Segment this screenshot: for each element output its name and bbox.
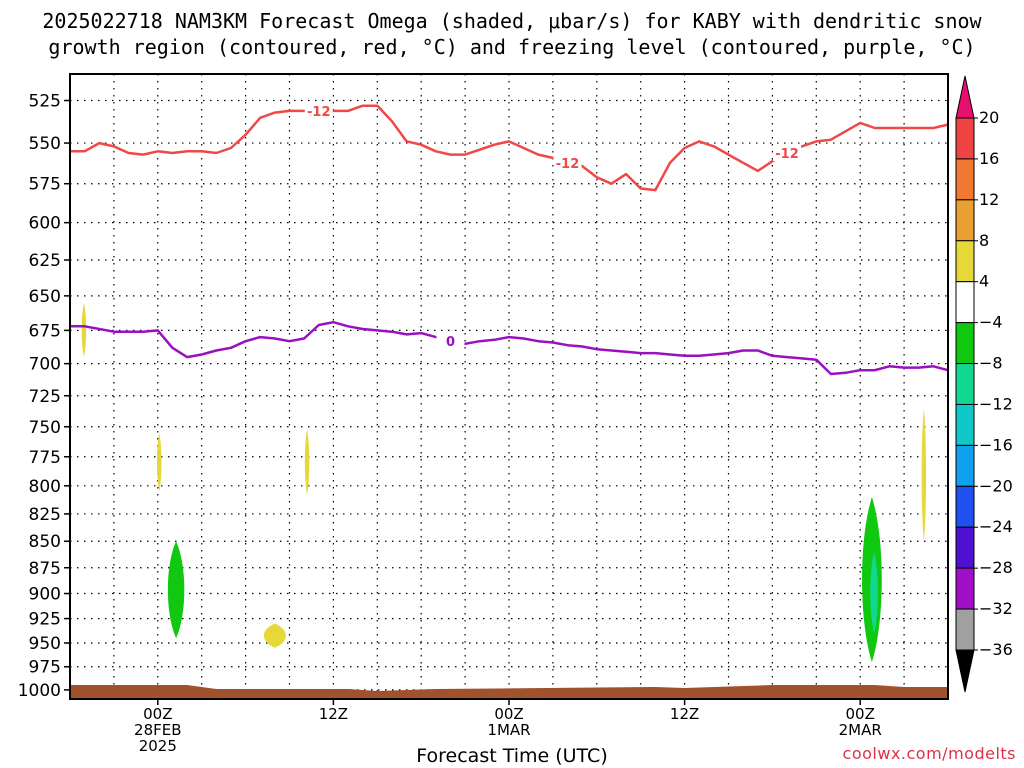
omega-region — [870, 551, 878, 634]
y-axis-ticks: 525 550 575 600 625 650 675 700 725 750 775 800 825 8… — [18, 92, 70, 701]
colorbar-tick-label: 12 — [979, 190, 999, 209]
contour-lines: -12 -12 -12 0 — [70, 102, 949, 376]
colorbar-segment — [955, 485, 975, 528]
colorbar-tick-label: 4 — [979, 272, 989, 291]
omega-region — [304, 429, 310, 495]
y-tick-label: 725 — [29, 387, 61, 407]
x-tick-label: 2MAR — [839, 721, 882, 739]
y-tick-label: 600 — [29, 214, 61, 234]
colorbar-segment — [955, 403, 975, 446]
colorbar-tick-label: 20 — [979, 108, 999, 127]
y-tick-label: 750 — [29, 418, 61, 438]
contour-label-background — [304, 102, 333, 119]
colorbar-segment — [955, 158, 975, 201]
y-tick-label: 625 — [29, 251, 61, 271]
watermark-link[interactable]: coolwx.com/modelts — [842, 744, 1016, 763]
y-tick-label: 800 — [29, 477, 61, 497]
colorbar-tick-label: −36 — [979, 640, 1013, 659]
colorbar-bottom-arrow — [955, 649, 975, 693]
x-tick-label: 2025 — [139, 737, 177, 755]
terrain-layer — [70, 685, 948, 699]
terrain-surface — [70, 685, 948, 699]
y-tick-label: 575 — [29, 175, 61, 195]
y-tick-label: 775 — [29, 448, 61, 468]
colorbar-segment — [955, 567, 975, 610]
colorbar-segment — [955, 117, 975, 160]
colorbar-tick-label: −32 — [979, 599, 1013, 618]
y-tick-label: 875 — [29, 559, 61, 579]
colorbar-tick-label: 8 — [979, 231, 989, 250]
colorbar-tick-label: −20 — [979, 476, 1013, 495]
colorbar-tick-label: −12 — [979, 394, 1013, 413]
colorbar-tick-label: −24 — [979, 517, 1013, 536]
y-tick-label: 525 — [29, 92, 61, 112]
x-tick-label: 28FEB — [134, 721, 181, 739]
colorbar-top-arrow — [955, 75, 975, 119]
y-tick-label: 675 — [29, 321, 61, 341]
omega-region — [167, 541, 185, 639]
contour-label-background — [773, 144, 802, 161]
y-tick-label: 900 — [29, 585, 61, 605]
colorbar-segment — [955, 363, 975, 405]
contour-label-background — [436, 333, 465, 350]
omega-shading — [81, 302, 927, 663]
x-tick-label: 00Z — [846, 705, 875, 723]
colorbar-tick-label: 16 — [979, 149, 999, 168]
y-tick-label: 550 — [29, 134, 61, 154]
contour-label: -12 — [556, 157, 580, 172]
y-tick-label: 825 — [29, 505, 61, 525]
chart-title-line-1: 2025022718 NAM3KM Forecast Omega (shaded… — [42, 9, 982, 33]
colorbar-tick-label: −4 — [979, 313, 1003, 332]
colorbar-segment — [955, 281, 975, 324]
contour-label: 0 — [446, 335, 455, 350]
colorbar-tick-label: −16 — [979, 435, 1013, 454]
contour-line — [70, 320, 949, 376]
y-tick-label: 925 — [29, 610, 61, 630]
contour-label: -12 — [307, 105, 331, 120]
colorbar-segment — [955, 444, 975, 487]
x-tick-label: 1MAR — [487, 721, 530, 739]
x-tick-label: 00Z — [494, 705, 523, 723]
contour-label: -12 — [775, 147, 799, 162]
omega-region — [157, 432, 162, 492]
omega-region — [81, 302, 87, 358]
omega-region — [263, 623, 286, 648]
colorbar-tick-label: −28 — [979, 558, 1013, 577]
y-tick-label: 950 — [29, 634, 61, 654]
x-axis-label: Forecast Time (UTC) — [416, 745, 608, 767]
x-tick-label: 12Z — [319, 705, 348, 723]
colorbar-segment — [955, 526, 975, 569]
contour-label-background — [553, 154, 582, 171]
y-tick-label: 975 — [29, 658, 61, 678]
x-tick-label: 00Z — [143, 705, 172, 723]
colorbar-tick-label: −8 — [979, 354, 1003, 373]
chart-title-line-2: growth region (contoured, red, °C) and f… — [48, 35, 976, 59]
colorbar-segment — [955, 240, 975, 283]
colorbar-segment — [955, 608, 975, 651]
y-tick-label: 700 — [29, 355, 61, 375]
y-tick-label: 1000 — [18, 681, 61, 701]
y-tick-label: 650 — [29, 287, 61, 307]
colorbar-segment — [955, 199, 975, 242]
x-tick-label: 12Z — [670, 705, 699, 723]
y-tick-label: 850 — [29, 532, 61, 552]
omega-region — [921, 408, 927, 542]
plot-area — [70, 74, 948, 699]
contour-line — [70, 104, 949, 192]
colorbar-segment — [955, 322, 975, 365]
colorbar: 20 16 12 8 4 −4 −8 −12 −16 −20 −24 −28 −32 −36 — [955, 75, 1013, 693]
